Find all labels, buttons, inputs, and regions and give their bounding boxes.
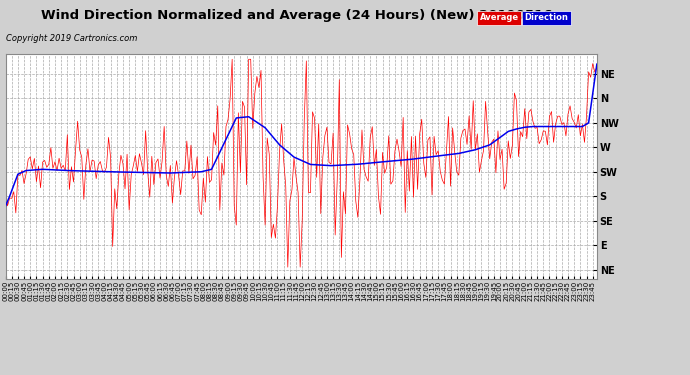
Text: Average: Average bbox=[480, 13, 519, 22]
Text: Copyright 2019 Cartronics.com: Copyright 2019 Cartronics.com bbox=[6, 34, 137, 43]
Text: Direction: Direction bbox=[524, 13, 569, 22]
Text: Wind Direction Normalized and Average (24 Hours) (New) 20190516: Wind Direction Normalized and Average (2… bbox=[41, 9, 553, 22]
